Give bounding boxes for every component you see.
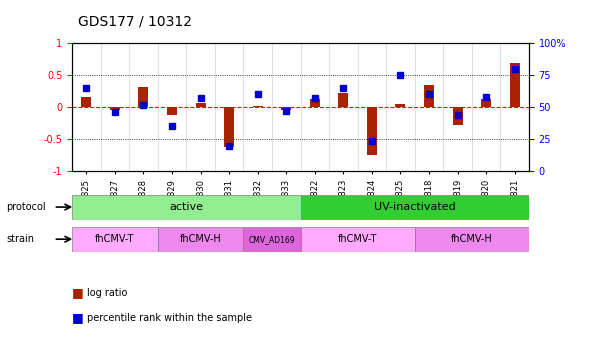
Text: log ratio: log ratio bbox=[87, 288, 127, 298]
Bar bbox=[310, 99, 320, 107]
Bar bbox=[510, 64, 520, 107]
Bar bbox=[453, 107, 463, 125]
Bar bbox=[395, 104, 406, 107]
FancyBboxPatch shape bbox=[300, 195, 529, 220]
Text: fhCMV-T: fhCMV-T bbox=[95, 234, 135, 244]
Bar bbox=[424, 85, 434, 107]
Text: CMV_AD169: CMV_AD169 bbox=[249, 235, 295, 244]
Bar bbox=[481, 99, 491, 107]
Bar bbox=[224, 107, 234, 147]
FancyBboxPatch shape bbox=[72, 227, 157, 252]
FancyBboxPatch shape bbox=[415, 227, 529, 252]
Text: UV-inactivated: UV-inactivated bbox=[374, 202, 456, 212]
Bar bbox=[138, 86, 148, 107]
Text: active: active bbox=[169, 202, 203, 212]
Bar bbox=[110, 107, 120, 110]
Text: fhCMV-T: fhCMV-T bbox=[338, 234, 377, 244]
FancyBboxPatch shape bbox=[157, 227, 243, 252]
Text: fhCMV-H: fhCMV-H bbox=[451, 234, 493, 244]
Bar bbox=[81, 97, 91, 107]
Text: percentile rank within the sample: percentile rank within the sample bbox=[87, 313, 252, 323]
Text: strain: strain bbox=[6, 234, 34, 244]
FancyBboxPatch shape bbox=[300, 227, 415, 252]
Text: ■: ■ bbox=[72, 286, 84, 299]
Bar bbox=[367, 107, 377, 155]
Text: fhCMV-H: fhCMV-H bbox=[180, 234, 221, 244]
Bar bbox=[281, 107, 291, 110]
FancyBboxPatch shape bbox=[72, 195, 300, 220]
FancyBboxPatch shape bbox=[243, 227, 300, 252]
Text: ■: ■ bbox=[72, 311, 84, 324]
Bar bbox=[167, 107, 177, 115]
Bar bbox=[195, 102, 206, 107]
Bar bbox=[338, 93, 349, 107]
Text: GDS177 / 10312: GDS177 / 10312 bbox=[78, 15, 192, 29]
Text: protocol: protocol bbox=[6, 202, 46, 212]
Bar bbox=[252, 106, 263, 107]
